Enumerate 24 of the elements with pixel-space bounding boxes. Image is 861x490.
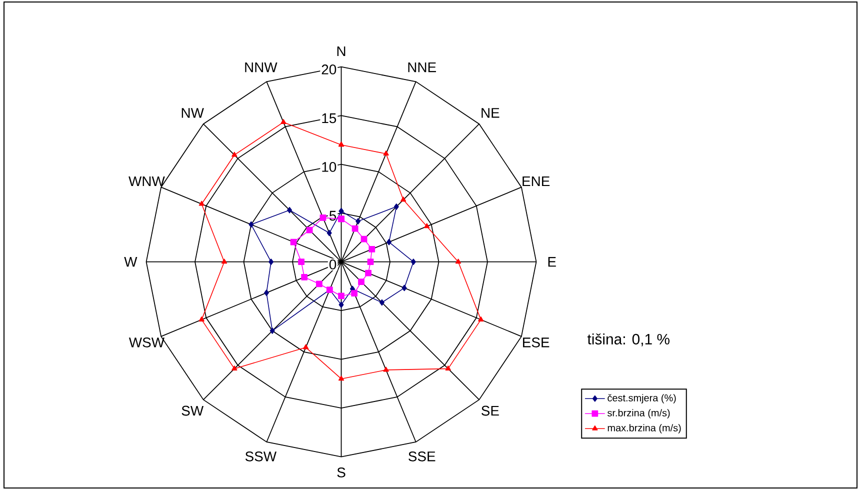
spoke-label: SE (482, 406, 499, 416)
spoke-label: W (124, 257, 138, 267)
spoke-label: WSW (128, 337, 164, 348)
spoke-label: SSE (408, 451, 436, 462)
y-tick-label: 20 (322, 64, 336, 74)
spoke-label: NW (182, 108, 204, 118)
y-tick-label: 10 (322, 162, 336, 172)
y-tick-label: 15 (322, 113, 336, 124)
spoke-label: ESE (523, 337, 550, 348)
spoke-label: E (548, 257, 556, 267)
legend-label: čest.smjera (%) (608, 394, 676, 404)
text: tišina: 0,1 % (587, 333, 670, 346)
y-tick-label: 0 (329, 260, 336, 270)
spoke-label: NE (482, 108, 500, 118)
spoke-label: NNE (408, 62, 436, 72)
spoke-label: SW (182, 406, 204, 416)
spoke-label: WNW (128, 176, 165, 186)
spoke-label: S (337, 467, 346, 478)
spoke-label: N (337, 46, 346, 56)
legend-label: max.brzina (m/s) (608, 424, 681, 434)
legend-label: sr.brzina (m/s) (608, 409, 670, 418)
spoke-label: ENE (522, 176, 550, 186)
spoke-label: SSW (245, 451, 277, 462)
spoke-label: NNW (245, 62, 278, 72)
